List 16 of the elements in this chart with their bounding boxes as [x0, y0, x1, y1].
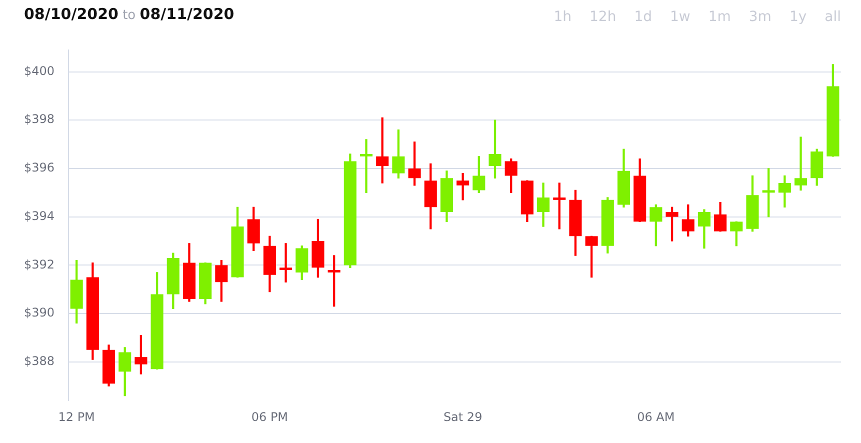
candlestick	[360, 139, 373, 193]
y-tick-label: $394	[24, 208, 55, 223]
x-tick-label: 06 AM	[637, 410, 675, 424]
y-tick-label: $390	[24, 306, 55, 320]
candlestick	[456, 172, 470, 200]
y-tick-label: $388	[24, 354, 55, 368]
y-tick-label: $396	[24, 160, 55, 175]
x-tick-label: 06 PM	[251, 410, 288, 424]
x-tick-label: 12 PM	[58, 410, 95, 424]
x-tick-label: Sat 29	[443, 410, 482, 424]
y-tick-label: $392	[24, 257, 55, 272]
candlestick	[280, 243, 292, 282]
y-tick-label: $398	[24, 112, 55, 126]
y-tick-label: $400	[24, 64, 55, 78]
chart-title: 08/10/2020 to 08/11/2020	[24, 5, 234, 23]
candlestick	[794, 136, 808, 191]
